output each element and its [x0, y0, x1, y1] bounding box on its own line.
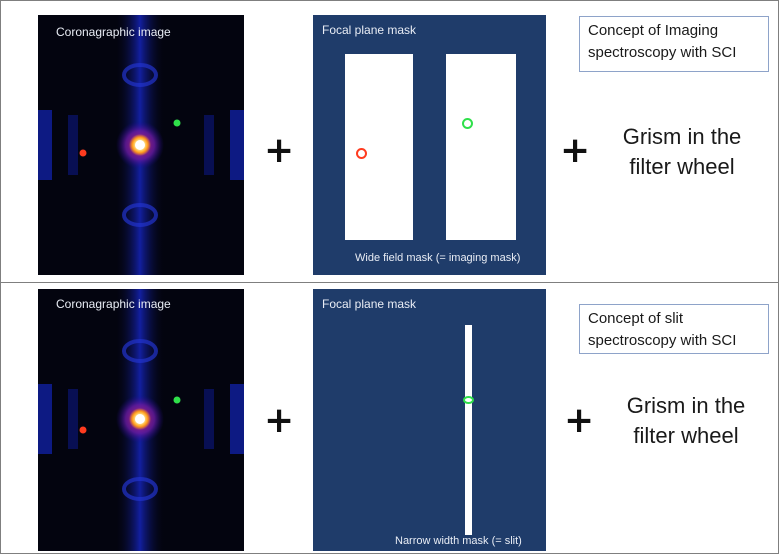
focal-plane-mask-title: Focal plane mask [322, 297, 417, 311]
green-planet-marker [463, 396, 474, 404]
focal-plane-mask-title: Focal plane mask [322, 23, 417, 37]
green-planet-marker [462, 118, 473, 129]
concept-label-box: Concept of slit spectroscopy with SCI [579, 304, 769, 354]
concept-label-line2: spectroscopy with SCI [588, 332, 737, 349]
concept-label-line1: Concept of Imaging [588, 22, 719, 39]
speckle-pattern [38, 289, 244, 551]
speckle-pattern [38, 15, 244, 275]
grism-label: Grism in the filter wheel [602, 122, 762, 182]
concept-label-line2: spectroscopy with SCI [588, 44, 737, 61]
focal-plane-mask-panel: Focal plane mask Wide field mask (= imag… [313, 15, 546, 275]
mask-caption: Narrow width mask (= slit) [395, 535, 522, 547]
red-planet-marker [356, 148, 367, 159]
coronagraphic-image: Coronagraphic image [38, 15, 244, 275]
coronagraphic-image-title: Coronagraphic image [56, 297, 171, 311]
focal-plane-mask-panel: Focal plane mask Narrow width mask (= sl… [313, 289, 546, 551]
grism-label-line1: Grism in the [626, 393, 746, 418]
plus-sign: + [264, 400, 295, 441]
grism-label-line2: filter wheel [633, 423, 739, 448]
plus-sign: + [564, 400, 595, 441]
coronagraphic-image: Coronagraphic image [38, 289, 244, 551]
mask-caption: Wide field mask (= imaging mask) [355, 252, 521, 264]
slit-aperture [465, 325, 472, 535]
plus-sign: + [560, 130, 591, 171]
plus-sign: + [264, 130, 295, 171]
row-divider [0, 282, 779, 283]
slit-spectroscopy-row: Coronagraphic image + Focal plane mask N… [0, 283, 779, 554]
concept-label-box: Concept of Imaging spectroscopy with SCI [579, 16, 769, 72]
imaging-mask-aperture-right [446, 54, 516, 240]
grism-label-line1: Grism in the [622, 124, 742, 149]
imaging-mask-aperture-left [345, 54, 413, 240]
coronagraphic-image-title: Coronagraphic image [56, 25, 171, 39]
imaging-spectroscopy-row: Coronagraphic image + Focal plane mask W… [38, 15, 769, 275]
grism-label-line2: filter wheel [629, 154, 735, 179]
concept-label-line1: Concept of slit [588, 310, 684, 327]
grism-label: Grism in the filter wheel [606, 391, 766, 451]
